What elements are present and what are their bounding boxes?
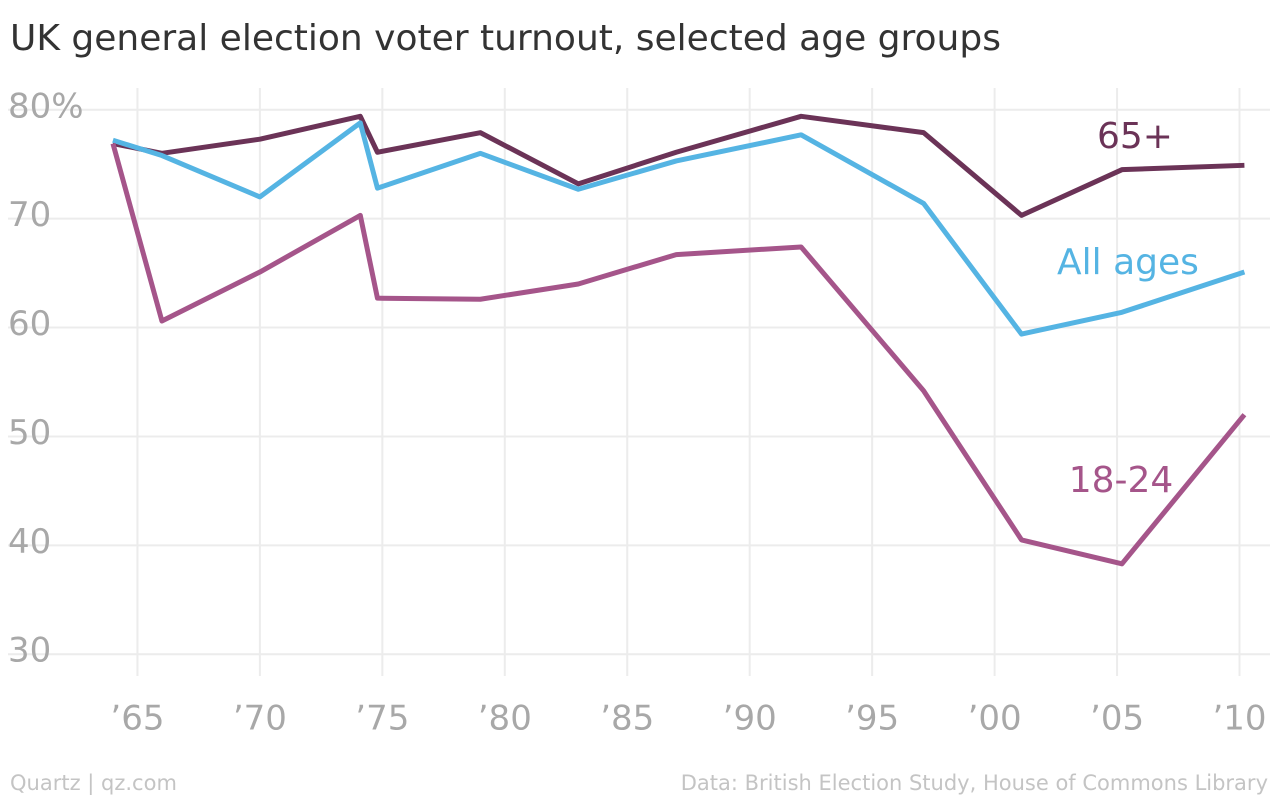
y-tick-label: 50 [8,413,51,453]
x-tick-label: ’75 [355,699,409,739]
y-tick-label: 80% [8,86,84,126]
credit: Quartz | qz.com [10,771,177,796]
x-tick-label: ’65 [110,699,164,739]
x-tick-label: ’00 [968,699,1022,739]
x-tick-label: ’90 [723,699,777,739]
series-line [112,120,1246,337]
source: Data: British Election Study, House of C… [681,771,1268,795]
y-tick-label: 40 [8,522,51,562]
x-tick-label: ’80 [478,699,532,739]
series-line [112,113,1245,218]
x-tick-label: ’70 [233,699,287,739]
series-label: All ages [1057,242,1199,283]
x-tick-label: ’85 [600,699,654,739]
y-tick-label: 70 [8,195,51,235]
series-label: 65+ [1097,116,1173,157]
x-tick-label: ’05 [1090,699,1144,739]
x-tick-label: ’95 [845,699,899,739]
y-tick-label: 60 [8,304,51,344]
y-tick-label: 30 [8,631,51,671]
series-line [110,142,1247,567]
x-tick-label: ’10 [1212,699,1266,739]
chart-title: UK general election voter turnout, selec… [10,18,1001,59]
series-label: 18-24 [1069,460,1174,501]
